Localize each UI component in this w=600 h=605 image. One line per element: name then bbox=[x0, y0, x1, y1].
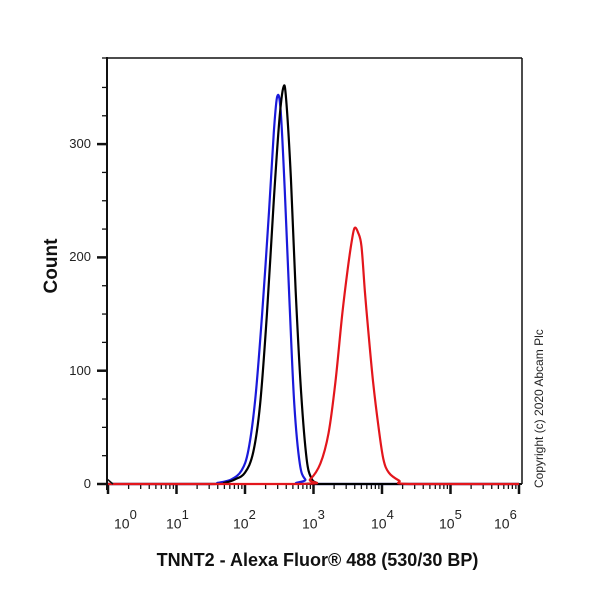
x-tick-label: 102 bbox=[233, 507, 256, 532]
x-tick-label: 106 bbox=[494, 507, 517, 532]
y-tick-label: 100 bbox=[69, 362, 91, 378]
x-axis-title: TNNT2 - Alexa Fluor® 488 (530/30 BP) bbox=[156, 550, 479, 570]
series-red-TNNT2 bbox=[107, 226, 519, 486]
y-axis-title: Count bbox=[41, 238, 62, 294]
x-tick-label: 101 bbox=[166, 507, 189, 532]
copyright-text: Copyright (c) 2020 Abcam Plc bbox=[532, 329, 546, 488]
x-tick-label: 104 bbox=[371, 507, 394, 532]
series-black-control bbox=[107, 84, 519, 486]
series-blue-control bbox=[107, 93, 519, 486]
x-tick-label: 105 bbox=[439, 507, 462, 532]
x-tick-label: 103 bbox=[302, 507, 325, 532]
origin-blip bbox=[106, 478, 114, 485]
y-tick-label: 300 bbox=[69, 136, 91, 152]
y-tick-label: 0 bbox=[83, 476, 91, 491]
y-tick-label: 200 bbox=[69, 249, 91, 265]
x-tick-label: 100 bbox=[114, 507, 137, 532]
